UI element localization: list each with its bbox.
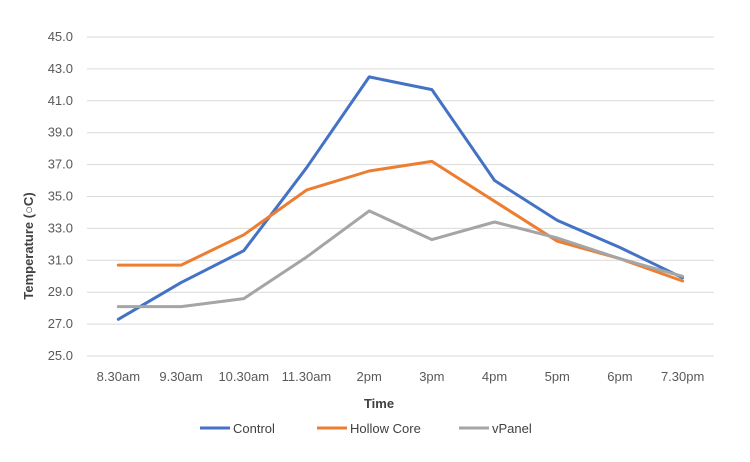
x-tick-label: 2pm xyxy=(357,369,382,384)
x-tick-label: 9.30am xyxy=(159,369,202,384)
legend-label: vPanel xyxy=(492,421,532,436)
x-tick-label: 6pm xyxy=(607,369,632,384)
x-tick-label: 4pm xyxy=(482,369,507,384)
x-tick-label: 5pm xyxy=(545,369,570,384)
x-tick-label: 3pm xyxy=(419,369,444,384)
series-lines xyxy=(116,75,685,321)
x-axis-title: Time xyxy=(364,396,394,411)
x-tick-label: 7.30pm xyxy=(661,369,704,384)
x-axis-ticks: 8.30am 9.30am 10.30am 11.30am 2pm 3pm 4pm 5pm 6p… xyxy=(97,369,705,384)
y-tick-label: 27.0 xyxy=(48,316,73,331)
series-line-control xyxy=(116,75,685,321)
y-tick-label: 25.0 xyxy=(48,348,73,363)
y-axis-ticks: 25.0 27.0 29.0 31.0 33.0 35.0 37.0 39.0 41.0 43.0… xyxy=(48,29,73,363)
x-tick-label: 11.30am xyxy=(282,369,332,384)
gridlines xyxy=(87,36,714,357)
y-tick-label: 33.0 xyxy=(48,220,73,235)
y-tick-label: 31.0 xyxy=(48,252,73,267)
y-tick-label: 37.0 xyxy=(48,157,73,172)
y-tick-label: 45.0 xyxy=(48,29,73,44)
series-line-hollow-core xyxy=(116,159,685,283)
legend-label: Hollow Core xyxy=(350,421,421,436)
y-tick-label: 43.0 xyxy=(48,61,73,76)
legend: Control Hollow Core vPanel xyxy=(200,421,532,436)
y-tick-label: 35.0 xyxy=(48,189,73,204)
y-tick-label: 29.0 xyxy=(48,284,73,299)
y-tick-label: 41.0 xyxy=(48,93,73,108)
y-axis-title: Temperature (○C) xyxy=(21,192,36,299)
x-tick-label: 10.30am xyxy=(218,369,269,384)
y-tick-label: 39.0 xyxy=(48,125,73,140)
legend-label: Control xyxy=(233,421,275,436)
x-tick-label: 8.30am xyxy=(97,369,140,384)
series-line-vpanel xyxy=(116,209,685,309)
